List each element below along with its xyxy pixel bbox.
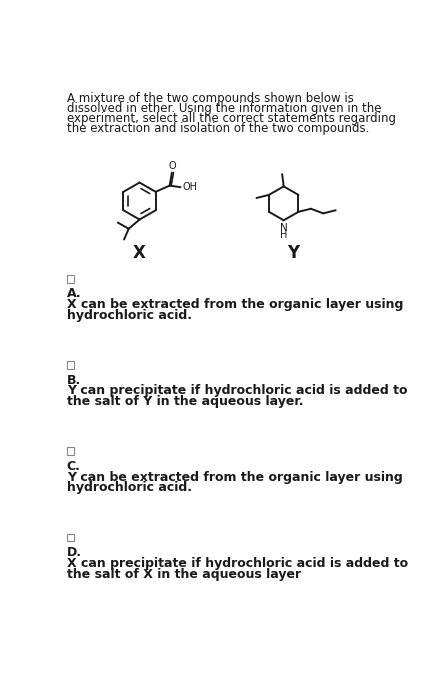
Text: B.: B. xyxy=(67,374,81,386)
Text: A.: A. xyxy=(67,287,81,300)
Text: Y can be extracted from the organic layer using: Y can be extracted from the organic laye… xyxy=(67,470,403,484)
Text: OH: OH xyxy=(182,182,197,192)
Text: O: O xyxy=(169,161,176,171)
Text: H: H xyxy=(280,230,287,239)
Text: experiment, select all the correct statements regarding: experiment, select all the correct state… xyxy=(67,112,396,125)
Text: the extraction and isolation of the two compounds.: the extraction and isolation of the two … xyxy=(67,122,369,134)
Text: Y: Y xyxy=(287,244,299,262)
Bar xyxy=(67,275,74,283)
Bar xyxy=(67,361,74,369)
Text: the salt of Y in the aqueous layer.: the salt of Y in the aqueous layer. xyxy=(67,395,303,408)
Text: X can be extracted from the organic layer using: X can be extracted from the organic laye… xyxy=(67,298,403,311)
Text: D.: D. xyxy=(67,546,82,559)
Text: hydrochloric acid.: hydrochloric acid. xyxy=(67,309,192,322)
Text: Y can precipitate if hydrochloric acid is added to: Y can precipitate if hydrochloric acid i… xyxy=(67,384,407,398)
Text: the salt of X in the aqueous layer: the salt of X in the aqueous layer xyxy=(67,568,301,580)
Text: hydrochloric acid.: hydrochloric acid. xyxy=(67,482,192,494)
Text: N: N xyxy=(280,223,287,232)
Text: C.: C. xyxy=(67,460,81,473)
Text: A mixture of the two compounds shown below is: A mixture of the two compounds shown bel… xyxy=(67,92,354,105)
Bar xyxy=(67,447,74,455)
Text: X: X xyxy=(133,244,146,262)
Bar xyxy=(67,533,74,541)
Text: X can precipitate if hydrochloric acid is added to: X can precipitate if hydrochloric acid i… xyxy=(67,556,408,570)
Text: dissolved in ether. Using the information given in the: dissolved in ether. Using the informatio… xyxy=(67,102,381,115)
